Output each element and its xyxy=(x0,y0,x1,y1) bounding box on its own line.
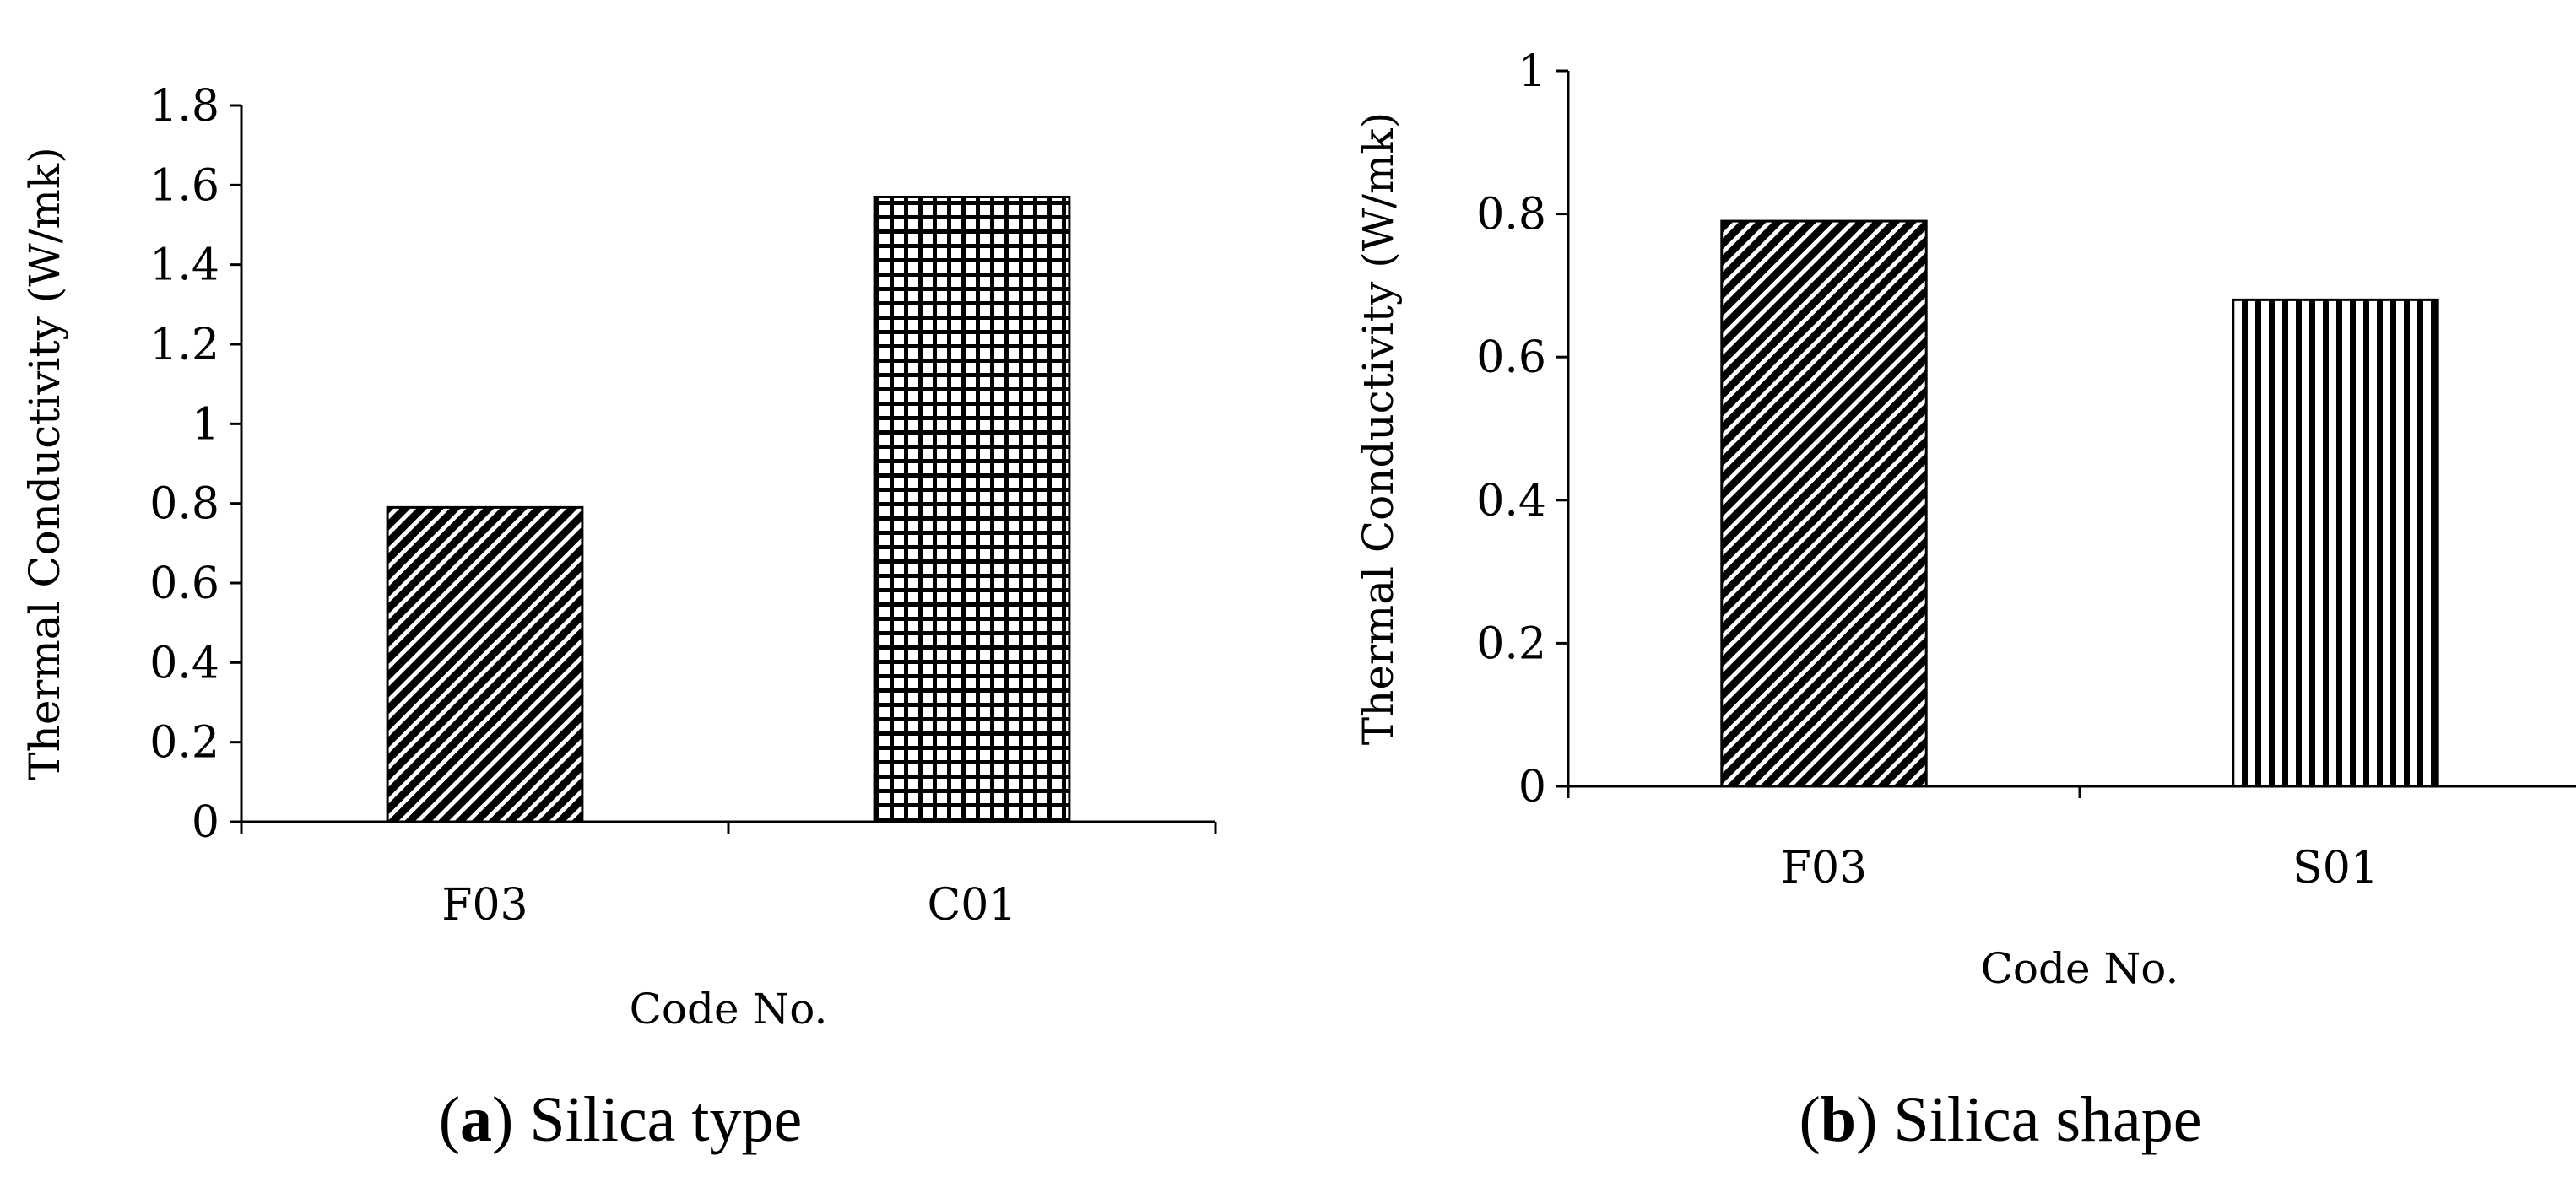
bar-s01 xyxy=(2232,298,2439,788)
y-axis-title: Thermal Conductivity (W/mk) xyxy=(1354,112,1403,745)
y-tick-label: 0.8 xyxy=(149,479,219,530)
y-tick-label: 0.8 xyxy=(1476,190,1546,240)
y-tick-label: 0.6 xyxy=(1476,332,1546,383)
caption-letter: a xyxy=(460,1084,492,1155)
y-tick-label: 0.2 xyxy=(149,718,219,769)
y-axis-title: Thermal Conductivity (W/mk) xyxy=(20,147,69,780)
x-axis-title: Code No. xyxy=(1981,944,2179,993)
x-axis-title: Code No. xyxy=(630,985,828,1034)
y-tick-label: 1 xyxy=(192,399,219,450)
y-tick-label: 0 xyxy=(192,797,219,848)
y-tick-label: 1.4 xyxy=(149,240,219,291)
category-label-c01: C01 xyxy=(928,880,1017,931)
y-tick-label: 1 xyxy=(1518,46,1546,97)
bar-f03 xyxy=(1720,219,1928,788)
y-tick-label: 0.4 xyxy=(149,638,219,688)
bar-c01 xyxy=(873,195,1071,823)
y-tick-label: 0 xyxy=(1518,762,1546,812)
panel-caption: (a) Silica type xyxy=(439,1084,803,1155)
category-label-s01: S01 xyxy=(2292,843,2378,893)
y-tick-label: 1.6 xyxy=(149,160,219,211)
chart-panel-b: 0 0.2 0.4 0.6 0.8 1 F03 S01 Code No. Thermal Cond… xyxy=(1354,46,2576,1155)
category-label-f03: F03 xyxy=(1781,843,1867,893)
bar-f03 xyxy=(386,505,584,823)
y-tick-label: 1.2 xyxy=(149,320,219,370)
category-label-f03: F03 xyxy=(441,880,528,931)
y-tick-label: 1.8 xyxy=(149,81,219,132)
chart-panel-a: 0 0.2 0.4 0.6 0.8 1 1.2 1.4 1.6 1.8 F03 C01 Code No.… xyxy=(20,81,1217,1155)
y-tick-label: 0.2 xyxy=(1476,618,1546,669)
y-tick-label: 0.6 xyxy=(149,559,219,609)
caption-letter: b xyxy=(1821,1084,1856,1155)
panel-caption: (b) Silica shape xyxy=(1799,1084,2201,1155)
y-tick-label: 0.4 xyxy=(1476,476,1546,526)
